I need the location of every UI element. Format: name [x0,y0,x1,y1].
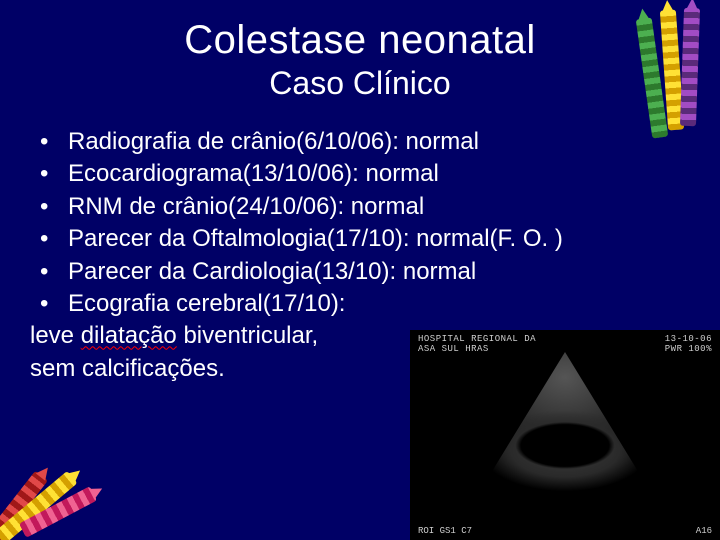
ultrasound-header-left2: ASA SUL HRAS [418,344,536,354]
bullet-list: Radiografia de crânio(6/10/06): normal E… [30,126,690,320]
ultrasound-footer: ROI GS1 C7 A16 [418,526,712,536]
ultrasound-footer-right: A16 [696,526,712,536]
crayons-decoration-top-right [630,0,710,140]
crayons-decoration-bottom-left [0,430,120,540]
ultrasound-sector-icon [435,352,695,522]
ultrasound-image: HOSPITAL REGIONAL DA ASA SUL HRAS 13-10-… [410,330,720,540]
bullet-item: RNM de crânio(24/10/06): normal [30,191,690,223]
crayon-purple-icon [680,8,700,126]
bullet-item: Parecer da Oftalmologia(17/10): normal(F… [30,223,690,255]
ultrasound-header: HOSPITAL REGIONAL DA ASA SUL HRAS 13-10-… [418,334,712,354]
slide-title: Colestase neonatal [30,18,690,63]
spell-error-word: dilatação [81,322,177,349]
text-fragment: leve [30,322,81,349]
bullet-item: Ecocardiograma(13/10/06): normal [30,158,690,190]
bullet-item: Parecer da Cardiologia(13/10): normal [30,256,690,288]
ultrasound-footer-left: ROI GS1 C7 [418,526,472,536]
text-fragment: biventricular, [177,322,318,349]
ultrasound-header-right: 13-10-06 [665,334,712,344]
ultrasound-pwr: PWR 100% [665,344,712,354]
bullet-item: Radiografia de crânio(6/10/06): normal [30,126,690,158]
slide: Colestase neonatal Caso Clínico Radiogra… [0,0,720,540]
bullet-item: Ecografia cerebral(17/10): [30,288,690,320]
slide-subtitle: Caso Clínico [30,65,690,102]
ultrasound-header-left: HOSPITAL REGIONAL DA [418,334,536,344]
